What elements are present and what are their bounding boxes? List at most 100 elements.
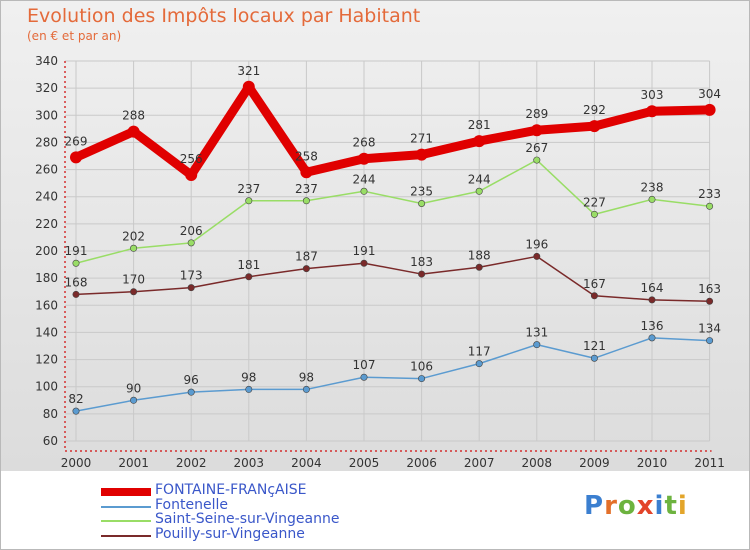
data-label: 256 bbox=[180, 152, 203, 166]
data-point bbox=[590, 354, 598, 362]
data-label: 281 bbox=[468, 118, 491, 132]
data-label: 191 bbox=[353, 244, 376, 258]
data-point bbox=[127, 125, 140, 138]
data-label: 238 bbox=[641, 180, 664, 194]
data-label: 268 bbox=[353, 136, 376, 150]
data-label: 288 bbox=[122, 109, 145, 123]
x-tick-label: 2004 bbox=[291, 456, 322, 470]
logo-letter: o bbox=[617, 491, 637, 521]
y-tick-label: 260 bbox=[35, 163, 58, 177]
data-point bbox=[706, 297, 714, 305]
data-point bbox=[418, 270, 426, 278]
data-point bbox=[302, 385, 310, 393]
data-point bbox=[588, 120, 601, 133]
data-point bbox=[358, 152, 370, 165]
legend-label: FONTAINE-FRANçAISE bbox=[155, 482, 307, 498]
data-point bbox=[70, 151, 82, 164]
data-label: 233 bbox=[698, 187, 721, 201]
data-label: 321 bbox=[237, 64, 260, 78]
data-point bbox=[245, 273, 253, 281]
legend-swatch bbox=[101, 534, 151, 537]
data-point bbox=[72, 290, 80, 298]
data-label: 163 bbox=[698, 282, 721, 296]
y-tick-label: 120 bbox=[35, 353, 58, 367]
data-point bbox=[130, 288, 138, 296]
data-label: 107 bbox=[353, 358, 376, 372]
data-label: 227 bbox=[583, 195, 606, 209]
data-point bbox=[185, 169, 198, 181]
data-point bbox=[360, 187, 368, 195]
y-tick-label: 60 bbox=[43, 434, 58, 448]
legend-label: Fontenelle bbox=[155, 496, 228, 513]
logo-letter: i bbox=[677, 491, 688, 521]
data-label: 134 bbox=[698, 322, 721, 336]
data-point bbox=[300, 166, 313, 179]
x-tick-label: 2003 bbox=[234, 456, 265, 470]
data-label: 131 bbox=[525, 326, 548, 340]
data-label: 167 bbox=[583, 277, 606, 291]
data-point bbox=[360, 373, 368, 381]
data-point bbox=[533, 252, 541, 260]
data-point bbox=[418, 200, 426, 208]
y-tick-label: 140 bbox=[35, 325, 58, 339]
data-point bbox=[418, 375, 426, 383]
data-label: 181 bbox=[237, 258, 260, 272]
logo-letter: P bbox=[584, 491, 605, 521]
data-point bbox=[130, 244, 138, 252]
data-point bbox=[302, 265, 310, 273]
data-point bbox=[648, 195, 656, 203]
logo-letter: t bbox=[664, 491, 678, 521]
data-label: 170 bbox=[122, 273, 145, 287]
data-label: 237 bbox=[237, 182, 260, 196]
data-point bbox=[590, 210, 598, 218]
data-label: 292 bbox=[583, 103, 606, 117]
x-tick-label: 2001 bbox=[118, 456, 149, 470]
data-label: 196 bbox=[525, 237, 548, 251]
series-line bbox=[75, 337, 711, 412]
data-point bbox=[590, 292, 598, 300]
x-tick-label: 2006 bbox=[406, 456, 437, 470]
chart-title: Evolution des Impôts locaux par Habitant bbox=[27, 5, 421, 27]
data-label: 304 bbox=[698, 87, 721, 101]
data-point bbox=[533, 341, 541, 349]
data-label: 289 bbox=[525, 107, 548, 121]
chart-background bbox=[1, 1, 749, 471]
y-tick-label: 80 bbox=[43, 407, 58, 421]
data-point bbox=[706, 337, 714, 345]
data-point bbox=[533, 156, 541, 164]
logo-letter: x bbox=[636, 491, 655, 521]
y-tick-label: 240 bbox=[35, 190, 58, 204]
data-label: 187 bbox=[295, 250, 318, 264]
y-tick-label: 320 bbox=[35, 81, 58, 95]
series-line bbox=[71, 82, 715, 180]
data-point bbox=[245, 197, 253, 205]
y-tick-label: 160 bbox=[35, 298, 58, 312]
data-label: 244 bbox=[353, 172, 376, 186]
data-point bbox=[302, 197, 310, 205]
logo-letter: i bbox=[654, 491, 665, 521]
data-label: 173 bbox=[180, 269, 203, 283]
logo-letter: r bbox=[604, 491, 618, 521]
series-line bbox=[75, 159, 711, 264]
data-label: 96 bbox=[184, 373, 199, 387]
data-point bbox=[648, 334, 656, 342]
x-tick-label: 2008 bbox=[522, 456, 553, 470]
y-tick-label: 280 bbox=[35, 135, 58, 149]
x-tick-label: 2005 bbox=[349, 456, 380, 470]
data-point bbox=[130, 396, 138, 404]
data-point bbox=[242, 80, 255, 93]
data-point bbox=[72, 407, 80, 415]
x-tick-label: 2000 bbox=[61, 456, 92, 470]
data-point bbox=[475, 187, 483, 195]
data-label: 106 bbox=[410, 360, 433, 374]
data-point bbox=[72, 259, 80, 267]
data-label: 269 bbox=[65, 134, 88, 148]
series-line bbox=[75, 255, 711, 302]
y-tick-label: 300 bbox=[35, 108, 58, 122]
data-point bbox=[706, 202, 714, 210]
y-tick-label: 180 bbox=[35, 271, 58, 285]
data-label: 90 bbox=[126, 381, 141, 395]
data-label: 136 bbox=[641, 319, 664, 333]
